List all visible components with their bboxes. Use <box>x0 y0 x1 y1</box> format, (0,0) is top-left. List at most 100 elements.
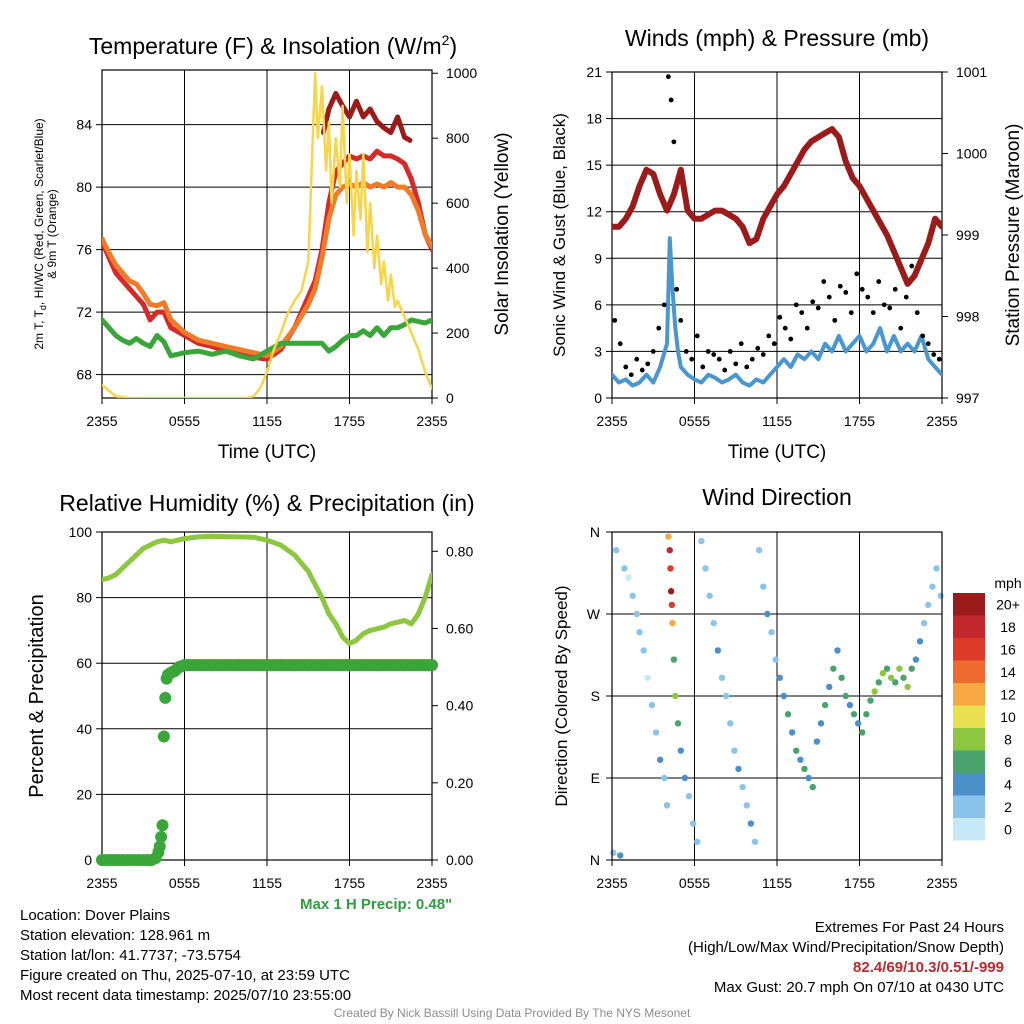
x-tick-label: 0555 <box>679 875 710 891</box>
gust-point <box>881 302 887 308</box>
y-tick-label-right: 800 <box>446 130 470 146</box>
y-tick-label-left: 76 <box>76 242 92 258</box>
gust-point <box>628 372 634 378</box>
gust-point <box>793 302 799 308</box>
x-tick-label: 1755 <box>844 875 875 891</box>
direction-point <box>661 774 668 782</box>
y-tick-label-left: 68 <box>76 367 92 383</box>
gust-point <box>617 341 623 347</box>
y-axis-label-left-line2: & 9m T (Orange) <box>45 189 59 279</box>
gust-point <box>711 352 717 357</box>
direction-point <box>830 665 837 672</box>
gust-point <box>837 283 843 289</box>
series-line-precip-band <box>164 659 432 679</box>
direction-point <box>780 692 788 700</box>
y-axis-label-left-line1-end: , HI/WC (Red, Green, Scarlet/Blue) <box>32 118 46 305</box>
x-tick-label: 2355 <box>86 413 117 429</box>
elevation-text: Station elevation: 128.961 m <box>20 927 211 944</box>
series-line-9m-t <box>102 180 432 359</box>
direction-point <box>883 665 891 672</box>
legend-label: 12 <box>1000 686 1016 702</box>
chart-title: Relative Humidity (%) & Precipitation (i… <box>59 490 474 516</box>
gust-point <box>634 356 640 362</box>
direction-point <box>859 729 866 736</box>
location-text: Location: Dover Plains <box>20 907 171 924</box>
y-axis-label-left: Percent & Precipitation <box>26 594 48 797</box>
legend-swatch <box>953 818 985 841</box>
station-info: Location: Dover Plains Station elevation… <box>20 906 351 1006</box>
series-line-rh <box>102 533 432 646</box>
direction-point <box>863 711 870 718</box>
gust-point <box>645 361 651 367</box>
direction-point <box>669 619 676 627</box>
y-tick-label-right: 200 <box>446 325 470 341</box>
direction-point <box>625 574 632 581</box>
gust-point <box>892 286 898 292</box>
y-axis-label-left: Sonic Wind & Gust (Blue, Black) <box>550 113 569 357</box>
direction-point <box>793 747 800 754</box>
y-axis-label-subscript: d <box>38 305 48 310</box>
gust-point <box>876 279 882 284</box>
legend-label: 20+ <box>996 596 1020 612</box>
direction-point <box>656 756 664 763</box>
gust-point <box>722 367 728 373</box>
gust-point <box>799 310 805 316</box>
direction-point <box>672 692 679 700</box>
direction-point <box>668 601 676 609</box>
y-tick-label-left: N <box>590 852 600 868</box>
panel-temperature: 2355 0555 1155 1755 2355 68 72 76 80 84 0 200 400 600… <box>32 32 513 463</box>
gust-point <box>727 349 733 354</box>
y-axis-label-right: Station Pressure (Maroon) <box>1003 124 1024 347</box>
direction-point <box>681 774 689 782</box>
credit-text: Created By Nick Bassill Using Data Provi… <box>333 1006 691 1020</box>
direction-point <box>892 679 899 686</box>
direction-point <box>875 679 882 686</box>
series-line-td <box>102 317 432 362</box>
direction-point <box>933 565 940 572</box>
extremes-subtitle: (High/Low/Max Wind/Precipitation/Snow De… <box>688 939 1004 956</box>
direction-point <box>826 683 833 691</box>
legend-label: 18 <box>1000 619 1016 635</box>
y-tick-label-right: 998 <box>956 309 980 325</box>
gust-point <box>821 279 827 284</box>
direction-point <box>768 629 775 636</box>
gust-point <box>716 356 722 362</box>
legend-swatch <box>953 615 985 638</box>
gust-point <box>843 290 849 295</box>
legend-label: 6 <box>1004 754 1012 770</box>
direction-point <box>636 629 643 636</box>
extremes-info: Extremes For Past 24 Hours (High/Low/Max… <box>688 918 1004 998</box>
direction-point <box>912 656 920 663</box>
chart-title: Wind Direction <box>702 484 852 510</box>
legend-label: 14 <box>1000 664 1016 680</box>
gust-point <box>865 294 871 300</box>
direction-point <box>610 849 617 856</box>
direction-point <box>667 565 674 572</box>
direction-point <box>929 583 936 590</box>
direction-point <box>896 665 903 672</box>
series-line-hi-wc <box>320 90 413 143</box>
gust-point <box>650 349 656 354</box>
x-tick-label: 1755 <box>334 875 365 891</box>
max-precip-text: Max 1 H Precip: 0.48" <box>300 896 453 913</box>
y-tick-label-left: 3 <box>594 343 602 359</box>
x-tick-label: 0555 <box>169 875 200 891</box>
direction-point <box>776 674 783 681</box>
y-tick-label-left: 0 <box>84 852 92 868</box>
legend-label: 2 <box>1004 799 1012 815</box>
gust-point <box>854 271 860 277</box>
y-tick-label-left: 84 <box>76 117 92 133</box>
gust-point <box>859 286 865 292</box>
gust-point <box>771 341 777 347</box>
gust-point <box>804 325 810 331</box>
x-tick-label: 2355 <box>86 875 117 891</box>
y-tick-label-left: 100 <box>69 524 93 540</box>
legend-swatch <box>953 795 985 818</box>
direction-point <box>904 683 911 691</box>
y-tick-label-left: 21 <box>586 64 602 80</box>
gust-point <box>777 314 783 320</box>
y-tick-label-left: 72 <box>76 304 92 320</box>
x-tick-label: 2355 <box>596 413 627 429</box>
direction-point <box>801 765 808 773</box>
